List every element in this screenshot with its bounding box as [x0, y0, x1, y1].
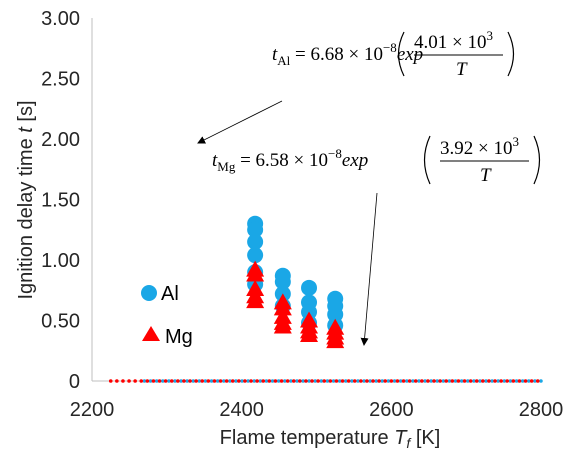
point-mg	[326, 332, 345, 349]
svg-text:4.01 × 103: 4.01 × 103	[414, 28, 493, 53]
point-al	[301, 279, 318, 296]
y-tick-labels: 0 0.50 1.00 1.50 2.00 2.50 3.00	[41, 8, 80, 393]
point-al	[247, 247, 264, 264]
point-mg	[273, 299, 292, 316]
point-al	[247, 221, 264, 238]
eq-al-num-exp: 3	[486, 28, 493, 43]
eq-mg-den: T	[480, 165, 492, 186]
eq-al-paren-left	[397, 31, 405, 77]
y-tick-label: 0.50	[41, 311, 80, 333]
y-tick-label: 1.00	[41, 250, 80, 272]
x-tick-label: 2400	[219, 399, 264, 421]
x-tick-label: 2600	[369, 399, 414, 421]
eq-al-paren-right	[507, 31, 515, 77]
eq-al-lhs-sub: Al	[277, 53, 290, 68]
point-al	[274, 273, 291, 290]
annotation-al-equation: tAl = 6.68 × 10−8exp 4.01 × 103 T	[272, 28, 515, 80]
x-tick-label: 2800	[519, 399, 564, 421]
eq-mg-lhs-sub: Mg	[217, 159, 236, 174]
legend-marker-mg	[142, 326, 160, 341]
point-mg	[273, 317, 292, 334]
svg-text:tAl = 6.68 × 10−8exp: tAl = 6.68 × 10−8exp	[272, 40, 423, 68]
point-mg	[246, 292, 265, 309]
point-al	[247, 233, 264, 250]
eq-mg-paren-left	[423, 135, 431, 185]
y-tick-label: 2.00	[41, 129, 80, 151]
eq-al-exp: −8	[383, 40, 397, 55]
annotation-mg-equation: tMg = 6.58 × 10−8exp 3.92 × 103 T	[212, 134, 541, 186]
eq-mg-num-exp: 3	[512, 134, 519, 149]
eq-al-coef: = 6.68 × 10	[290, 44, 383, 65]
y-tick-label: 0	[69, 371, 80, 393]
eq-mg-lhs: t	[212, 150, 218, 171]
y-tick-label: 1.50	[41, 190, 80, 212]
legend: Al Mg	[141, 283, 193, 348]
eq-al-func: exp	[397, 44, 423, 65]
svg-text:tMg = 6.58 × 10−8exp: tMg = 6.58 × 10−8exp	[212, 146, 368, 174]
eq-mg-coef: = 6.58 × 10	[235, 150, 328, 171]
eq-mg-func: exp	[342, 150, 368, 171]
eq-mg-exp: −8	[328, 146, 342, 161]
eq-mg-paren-right	[533, 135, 541, 185]
legend-label-mg: Mg	[165, 326, 193, 348]
svg-text:3.92 × 103: 3.92 × 103	[440, 134, 519, 159]
eq-al-lhs: t	[272, 44, 278, 65]
x-tick-labels: 2200 2400 2600 2800	[70, 399, 564, 421]
eq-al-den: T	[456, 59, 468, 80]
y-axis-title: Ignition delay time t [s]	[15, 101, 37, 300]
legend-label-al: Al	[161, 283, 179, 305]
y-tick-label: 3.00	[41, 8, 80, 30]
point-mg	[300, 326, 319, 343]
eq-mg-num: 3.92 × 10	[440, 138, 512, 159]
legend-marker-al	[141, 285, 157, 301]
annotation-al-arrow	[197, 100, 283, 144]
eq-al-num: 4.01 × 10	[414, 32, 486, 53]
annotation-mg-arrow	[360, 192, 378, 346]
data-points	[246, 215, 345, 349]
x-tick-label: 2200	[70, 399, 115, 421]
y-tick-label: 2.50	[41, 69, 80, 91]
x-axis-title: Flame temperature Tf [K]	[220, 427, 441, 451]
point-mg	[246, 265, 265, 282]
